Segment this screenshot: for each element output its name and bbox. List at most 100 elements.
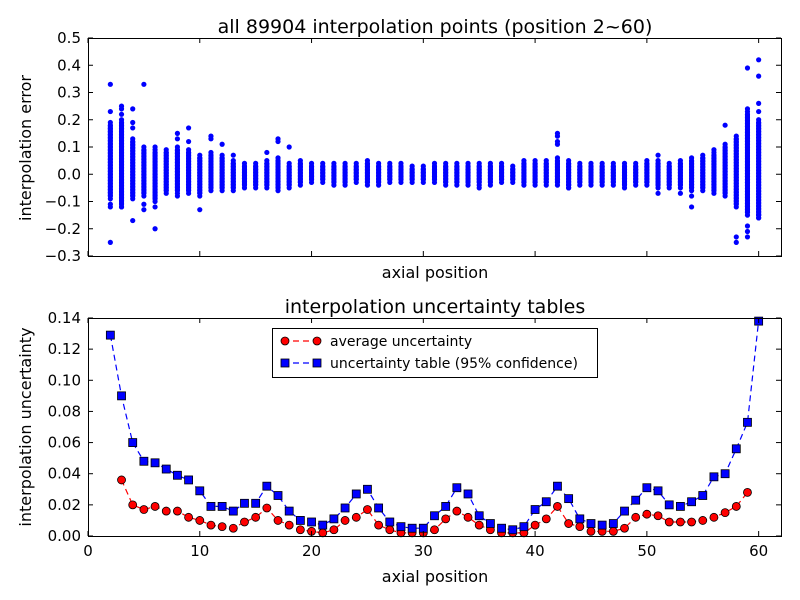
y-tick-label: 0.06	[48, 434, 81, 452]
scatter-point	[107, 108, 113, 115]
data-point	[541, 497, 551, 507]
uncertainty-panel: interpolation uncertainty tables 0.000.0…	[16, 296, 782, 586]
scatter-point	[487, 182, 493, 188]
scatter-point	[230, 188, 236, 194]
data-point	[720, 508, 730, 518]
data-point	[150, 458, 160, 468]
scatter-point	[756, 212, 762, 218]
scatter-point	[286, 185, 292, 191]
data-point	[530, 505, 540, 514]
scatter-point	[744, 106, 751, 112]
data-point	[284, 506, 294, 516]
data-point	[575, 522, 585, 532]
y-tick-label: 0.0	[57, 165, 81, 183]
data-point	[698, 491, 708, 500]
scatter-point	[152, 204, 158, 210]
scatter-point	[130, 119, 136, 126]
data-point	[105, 330, 115, 340]
data-point	[351, 512, 361, 522]
data-point	[173, 506, 182, 516]
y-tick-label: 0.14	[48, 309, 81, 327]
scatter-point	[118, 204, 125, 210]
y-axis-ticks: −0.3 −0.2 −0.1 0.0 0.1 0.2 0.3 0.4 0.5	[45, 29, 781, 265]
scatter-point	[566, 185, 572, 191]
data-point	[273, 491, 283, 500]
scatter-point	[498, 179, 505, 186]
scatter-point	[219, 141, 225, 147]
x-tick-label: 0	[83, 542, 93, 560]
data-point	[128, 438, 138, 447]
scatter-point	[308, 179, 315, 186]
data-point	[307, 517, 316, 527]
scatter-point	[610, 182, 616, 188]
scatter-point	[744, 228, 751, 235]
data-point	[407, 523, 417, 533]
data-point	[318, 520, 328, 530]
scatter-point	[744, 234, 751, 240]
scatter-point	[141, 81, 147, 87]
data-point	[463, 512, 473, 522]
data-point	[173, 470, 182, 480]
data-point	[262, 503, 272, 513]
scatter-point	[722, 122, 728, 128]
scatter-point	[633, 182, 639, 188]
y-axis-ticks: 0.00 0.02 0.04 0.06 0.08 0.10 0.12 0.14	[48, 309, 781, 545]
scatter-point	[677, 190, 684, 196]
data-point	[631, 495, 641, 505]
data-point	[318, 528, 328, 538]
scatter-point	[241, 185, 248, 191]
data-point	[664, 517, 674, 527]
scatter-point	[275, 188, 281, 194]
data-point	[687, 497, 696, 507]
scatter-point	[554, 141, 561, 147]
scatter-point	[320, 179, 326, 186]
y-tick-label: 0.10	[48, 371, 81, 389]
scatter-point	[387, 179, 393, 186]
data-point	[295, 525, 305, 535]
y-axis-label: interpolation uncertainty	[16, 327, 35, 526]
data-point	[463, 489, 473, 499]
x-axis-label: axial position	[382, 567, 488, 586]
scatter-point	[297, 182, 303, 188]
scatter-point	[655, 190, 661, 196]
data-point	[687, 517, 696, 527]
scatter-point	[711, 147, 717, 153]
data-point	[720, 469, 730, 479]
data-point	[385, 517, 395, 527]
y-tick-label: 0.5	[57, 29, 81, 47]
scatter-point	[510, 179, 516, 186]
data-point	[519, 522, 529, 532]
data-point	[620, 506, 629, 516]
scatter-point	[420, 179, 426, 186]
data-point	[597, 520, 607, 530]
data-point	[329, 514, 339, 524]
data-point	[553, 502, 562, 511]
error-scatter-panel: all 89904 interpolation points (position…	[16, 16, 782, 282]
data-point	[161, 464, 171, 474]
scatter-point	[152, 144, 158, 150]
legend-label: uncertainty table (95% confidence)	[330, 356, 578, 372]
scatter-point	[174, 193, 181, 199]
data-point	[150, 502, 160, 511]
y-tick-label: 0.4	[57, 56, 81, 74]
data-point	[139, 456, 149, 466]
data-point	[731, 444, 741, 454]
plot-area	[107, 57, 762, 245]
data-point	[653, 486, 663, 496]
data-point	[608, 526, 618, 536]
x-tick-label: 60	[749, 542, 768, 560]
series-line	[120, 479, 748, 534]
scatter-point	[722, 193, 728, 199]
legend-box	[272, 328, 598, 378]
y-tick-label: 0.2	[57, 111, 81, 129]
x-axis-ticks	[87, 38, 760, 256]
data-point	[329, 525, 339, 535]
scatter-point	[118, 111, 125, 117]
scatter-point	[264, 185, 270, 191]
legend: average uncertainty uncertainty table (95…	[272, 328, 598, 378]
data-point	[452, 506, 462, 516]
scatter-point	[666, 185, 672, 191]
scatter-point	[219, 188, 225, 194]
data-point	[206, 502, 216, 511]
scatter-point	[521, 182, 527, 188]
